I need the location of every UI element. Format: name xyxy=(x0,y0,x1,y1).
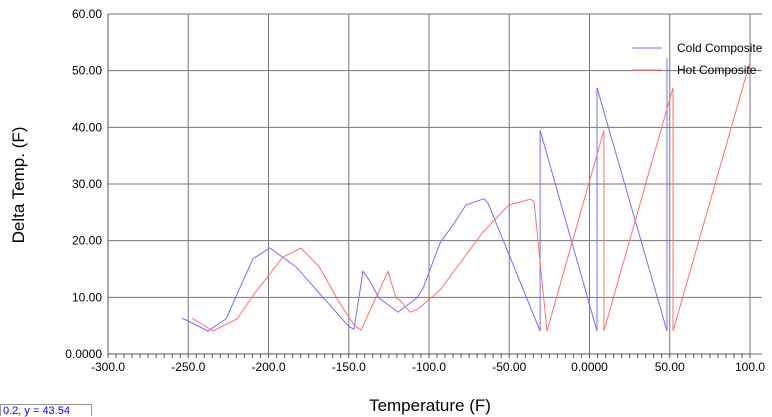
cold-composite-line xyxy=(181,58,668,332)
y-tick-label: 60.00 xyxy=(72,7,102,21)
coordinate-readout: 0.2, y = 43.54 xyxy=(0,404,92,417)
legend-label-hot: Hot Composite xyxy=(677,63,757,77)
y-tick-label: 40.00 xyxy=(72,120,102,134)
x-tick-label: -250.0 xyxy=(171,360,205,374)
legend-label-cold: Cold Composite xyxy=(677,41,763,55)
grid xyxy=(107,13,762,358)
x-tick-label: -150.0 xyxy=(332,360,366,374)
tick-labels: -300.0 -250.0 -200.0 -150.0 -100.0 -50.00 0.00… xyxy=(65,7,765,374)
x-tick-label: 100.0 xyxy=(735,360,765,374)
x-axis-label: Temperature (F) xyxy=(369,396,491,415)
y-tick-label: 20.00 xyxy=(72,234,102,248)
legend: Cold Composite Hot Composite xyxy=(632,41,763,77)
y-axis-label: Delta Temp. (F) xyxy=(9,127,28,244)
y-tick-label: 30.00 xyxy=(72,177,102,191)
y-tick-label: 50.00 xyxy=(72,64,102,78)
series-group xyxy=(181,58,751,332)
x-tick-label: -50.00 xyxy=(492,360,526,374)
y-tick-label: 10.00 xyxy=(72,290,102,304)
x-tick-label: 50.00 xyxy=(655,360,685,374)
x-tick-label: 0.0000 xyxy=(571,360,608,374)
hot-composite-line xyxy=(191,62,751,332)
x-tick-label: -300.0 xyxy=(91,360,125,374)
x-tick-label: -200.0 xyxy=(251,360,285,374)
y-tick-label: 0.0000 xyxy=(65,347,102,361)
x-tick-label: -100.0 xyxy=(412,360,446,374)
